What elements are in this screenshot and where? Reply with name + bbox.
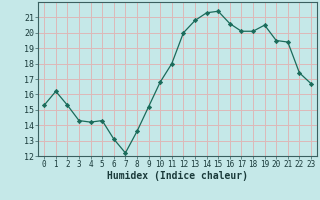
X-axis label: Humidex (Indice chaleur): Humidex (Indice chaleur) <box>107 171 248 181</box>
